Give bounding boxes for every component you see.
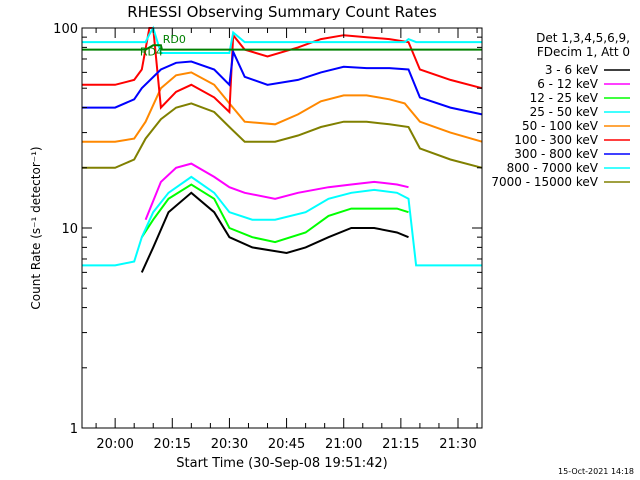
x-tick-label: 21:15	[382, 437, 419, 452]
series-line-8	[82, 102, 483, 169]
legend-label: 12 - 25 keV	[530, 91, 599, 105]
chart-title: RHESSI Observing Summary Count Rates	[127, 3, 437, 21]
legend-label: 25 - 50 keV	[530, 105, 599, 119]
series-line-1	[144, 162, 409, 221]
x-tick-label: 20:15	[154, 437, 191, 452]
series-line-4	[82, 71, 483, 143]
series-line-9	[82, 44, 482, 51]
series-line-3	[82, 175, 482, 267]
legend-label: 50 - 100 keV	[522, 119, 599, 133]
timestamp: 15-Oct-2021 14:18	[558, 467, 634, 476]
series-line-5	[82, 27, 483, 115]
legend-label: 7000 - 15000 keV	[491, 175, 598, 189]
legend-label: 800 - 7000 keV	[507, 161, 599, 175]
y-tick-label: 10	[61, 222, 78, 237]
x-tick-label: 21:30	[439, 437, 476, 452]
y-tick-label: 100	[53, 22, 78, 37]
series-line-0	[140, 191, 409, 273]
series-line-7	[82, 25, 482, 54]
legend-label: 300 - 800 keV	[514, 147, 598, 161]
series-line-2	[140, 183, 409, 244]
annotation-rd0: RD0	[163, 33, 186, 46]
legend-label: 3 - 6 keV	[545, 63, 599, 77]
legend-header: FDecim 1, Att 0	[537, 45, 630, 59]
y-tick-label: 1	[70, 422, 78, 437]
x-tick-label: 21:00	[325, 437, 362, 452]
legend-label: 6 - 12 keV	[537, 77, 599, 91]
x-axis-label: Start Time (30-Sep-08 19:51:42)	[176, 456, 387, 471]
annotation-rd4: RD4	[140, 45, 163, 58]
x-tick-label: 20:45	[268, 437, 305, 452]
legend-header: Det 1,3,4,5,6,9,	[536, 31, 630, 45]
x-tick-label: 20:30	[211, 437, 248, 452]
series-line-6	[82, 48, 483, 116]
legend-label: 100 - 300 keV	[514, 133, 598, 147]
x-tick-label: 20:00	[96, 437, 133, 452]
y-axis-label: Count Rate (s⁻¹ detector⁻¹)	[29, 146, 43, 309]
